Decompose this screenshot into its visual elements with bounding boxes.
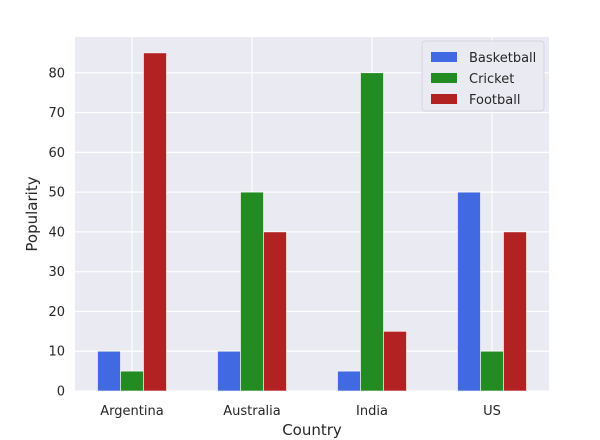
y-tick-label: 70 [48,106,65,121]
legend-label-cricket: Cricket [469,72,514,87]
bar-basketball-india [337,370,361,392]
x-tick-label: Australia [223,404,281,419]
y-tick-label: 20 [48,305,65,320]
x-tick-label: India [356,404,388,419]
bar-basketball-australia [217,350,241,392]
y-tick-label: 80 [48,66,65,81]
y-tick-label: 60 [48,146,65,161]
bar-basketball-argentina [97,350,121,392]
y-axis-label: Popularity [23,176,41,251]
x-tick-label: Argentina [100,404,163,419]
y-tick-label: 0 [57,385,65,400]
legend-swatch-basketball [431,52,457,62]
x-tick-label: US [483,404,501,419]
legend-label-basketball: Basketball [469,51,536,66]
x-axis-label: Country [282,421,342,439]
y-tick-label: 50 [48,186,65,201]
x-axis-ticks: Argentina Australia India US [100,404,501,419]
bar-football-argentina [143,52,167,392]
bar-basketball-us [457,191,481,392]
bar-cricket-australia [240,191,264,392]
bar-football-us [503,231,527,392]
legend-swatch-football [431,94,457,104]
bar-football-australia [263,231,287,392]
y-tick-label: 40 [48,225,65,240]
y-axis-ticks: 0 10 20 30 40 50 60 70 80 [48,66,65,399]
bar-cricket-india [360,72,384,392]
bars [97,52,527,392]
bar-cricket-argentina [120,370,144,392]
bar-cricket-us [480,350,504,392]
y-tick-label: 30 [48,265,65,280]
legend: Basketball Cricket Football [421,40,545,112]
bar-football-india [383,331,407,392]
legend-swatch-cricket [431,73,457,83]
y-tick-label: 10 [48,345,65,360]
legend-label-football: Football [469,93,520,108]
